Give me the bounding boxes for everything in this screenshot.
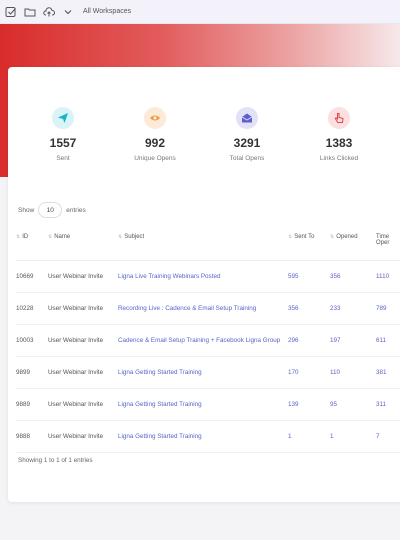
cell-time-opened[interactable]: 789 [376,292,400,325]
cell-opened[interactable]: 1 [330,420,376,453]
campaign-report-card: 1557 Sent 992 Unique Opens 3291 Total Op… [8,67,400,502]
column-header-subject[interactable]: ⇅ Subject [118,227,288,261]
table-row[interactable]: 10003 User Webinar Invite Cadence & Emai… [16,324,400,357]
cell-name: User Webinar Invite [48,420,118,453]
stat-label: Links Clicked [319,155,359,162]
stat-label: Unique Opens [134,155,176,162]
cell-sent-to[interactable]: 1 [288,420,330,453]
cell-name: User Webinar Invite [48,356,118,389]
cell-subject-link[interactable]: Ligna Getting Started Training [118,356,288,389]
cell-subject-link[interactable]: Cadence & Email Setup Training + Faceboo… [118,324,288,357]
cell-name: User Webinar Invite [48,388,118,421]
cell-sent-to[interactable]: 595 [288,260,330,293]
stat-value: 992 [144,136,166,150]
cell-subject-link[interactable]: Recording Live : Cadence & Email Setup T… [118,292,288,325]
sort-icon: ⇅ [288,234,293,240]
upload-cloud-icon[interactable] [43,6,55,18]
table-info-text: Showing 1 to 1 of 1 entries [18,457,93,464]
column-header-sent-to[interactable]: ⇅ Sent To [288,227,330,261]
folder-icon[interactable] [24,6,36,18]
stat-unique-opens: 992 Unique Opens [110,107,200,162]
stat-total-opens: 3291 Total Opens [202,107,292,162]
cell-opened[interactable]: 197 [330,324,376,357]
envelope-open-icon [236,107,258,129]
chevron-down-icon[interactable] [62,6,74,18]
cell-sent-to[interactable]: 356 [288,292,330,325]
cell-sent-to[interactable]: 170 [288,356,330,389]
cell-id: 9888 [16,420,48,453]
table-row[interactable]: 10228 User Webinar Invite Recording Live… [16,292,400,325]
checkbox-icon[interactable] [5,6,17,18]
cell-id: 10228 [16,292,48,325]
campaign-table: ⇅ ID ⇅ Name ⇅ Subject ⇅ Sent To ⇅ Opened Time… [16,227,400,453]
column-header-time-opened[interactable]: Time Oper [376,227,400,261]
cell-subject-link[interactable]: Ligna Live Training Webinars Posted [118,260,288,293]
sort-icon: ⇅ [118,234,123,240]
cell-time-opened[interactable]: 311 [376,388,400,421]
column-header-name[interactable]: ⇅ Name [48,227,118,261]
column-header-id[interactable]: ⇅ ID [16,227,48,261]
table-row[interactable]: 9899 User Webinar Invite Ligna Getting S… [16,356,400,389]
stat-value: 1383 [325,136,353,150]
table-header-row: ⇅ ID ⇅ Name ⇅ Subject ⇅ Sent To ⇅ Opened Time… [16,227,400,261]
sort-icon: ⇅ [48,234,53,240]
table-row[interactable]: 9889 User Webinar Invite Ligna Getting S… [16,388,400,421]
cell-time-opened[interactable]: 611 [376,324,400,357]
sort-icon: ⇅ [330,234,335,240]
stat-value: 3291 [233,136,261,150]
cell-name: User Webinar Invite [48,260,118,293]
sort-icon: ⇅ [16,234,21,240]
cell-time-opened[interactable]: 381 [376,356,400,389]
cell-id: 9899 [16,356,48,389]
cell-id: 9889 [16,388,48,421]
stat-sent: 1557 Sent [18,107,108,162]
cell-opened[interactable]: 356 [330,260,376,293]
stat-links-clicked: 1383 Links Clicked [294,107,384,162]
send-icon [52,107,74,129]
cell-opened[interactable]: 233 [330,292,376,325]
top-toolbar: All Workspaces [0,0,400,24]
table-row[interactable]: 10669 User Webinar Invite Ligna Live Tra… [16,260,400,293]
cell-sent-to[interactable]: 296 [288,324,330,357]
pointer-icon [328,107,350,129]
entries-label: entries [66,206,86,214]
cell-id: 10003 [16,324,48,357]
workspace-selector[interactable]: All Workspaces [83,8,132,15]
cell-subject-link[interactable]: Ligna Getting Started Training [118,420,288,453]
page-size-control: Show 10 entries [18,202,86,218]
stats-row: 1557 Sent 992 Unique Opens 3291 Total Op… [8,107,400,167]
table-row[interactable]: 9888 User Webinar Invite Ligna Getting S… [16,420,400,453]
eye-icon [144,107,166,129]
cell-time-opened[interactable]: 1110 [376,260,400,293]
stat-label: Sent [56,155,70,162]
stat-value: 1557 [49,136,77,150]
stat-label: Total Opens [229,155,265,162]
show-label: Show [18,206,35,214]
cell-id: 10669 [16,260,48,293]
cell-name: User Webinar Invite [48,292,118,325]
cell-sent-to[interactable]: 139 [288,388,330,421]
cell-time-opened[interactable]: 7 [376,420,400,453]
column-header-opened[interactable]: ⇅ Opened [330,227,376,261]
cell-opened[interactable]: 110 [330,356,376,389]
cell-subject-link[interactable]: Ligna Getting Started Training [118,388,288,421]
page-size-select[interactable]: 10 [38,202,63,218]
cell-opened[interactable]: 95 [330,388,376,421]
cell-name: User Webinar Invite [48,324,118,357]
